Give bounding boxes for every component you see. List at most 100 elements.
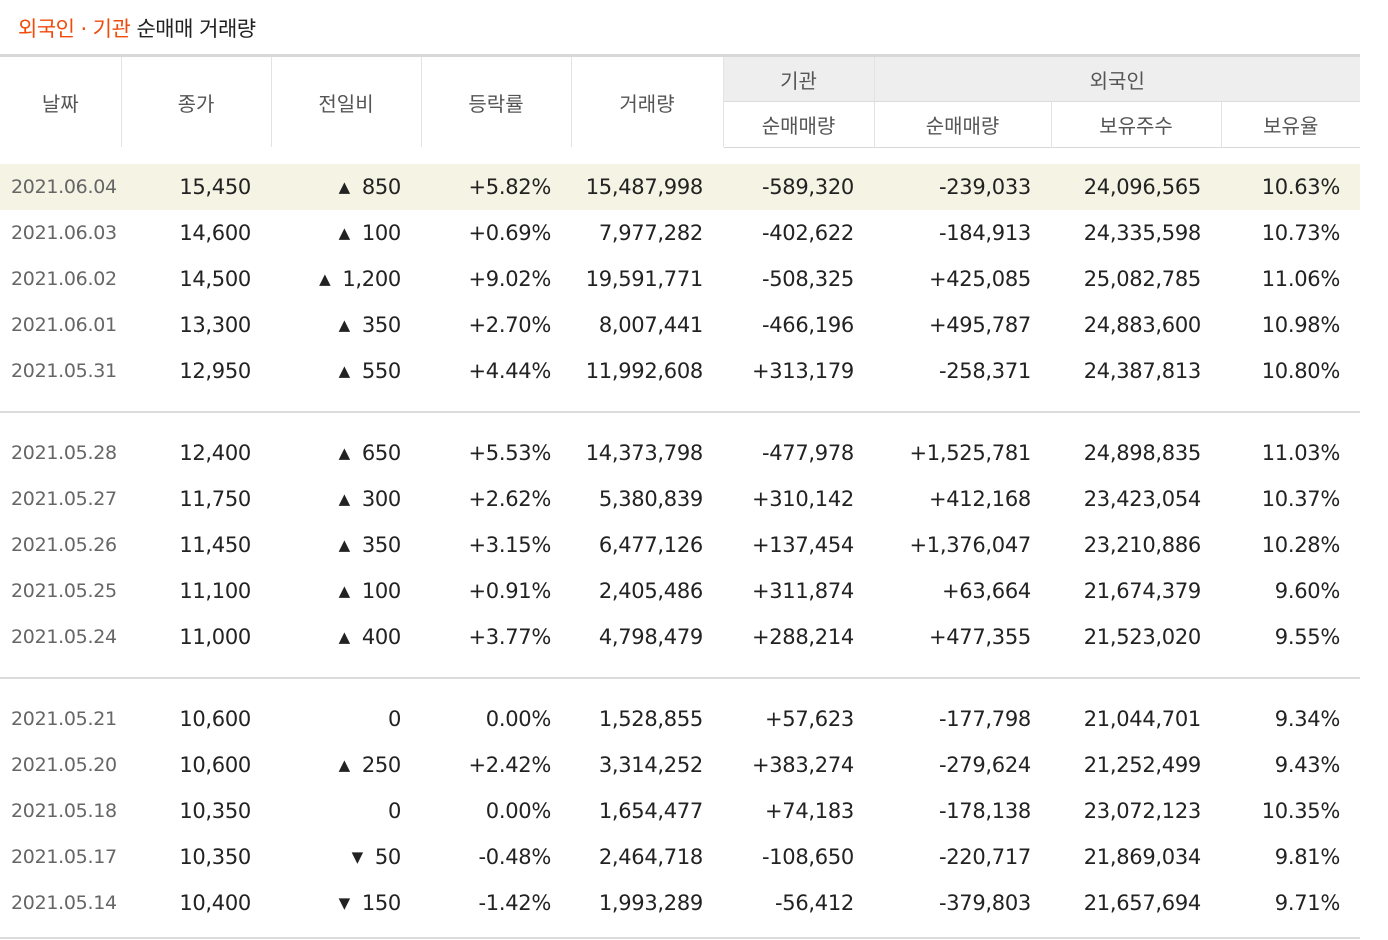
triangle-up-icon: ▲ xyxy=(319,269,331,288)
cell-foreign-ratio: 11.06% xyxy=(1261,266,1341,291)
cell-foreign-ratio: 10.73% xyxy=(1261,220,1341,245)
cell-foreign-shares: 23,210,886 xyxy=(1083,532,1202,557)
cell-date: 2021.05.24 xyxy=(11,625,117,648)
cell-institution-net: -466,196 xyxy=(761,312,854,337)
cell-date: 2021.06.03 xyxy=(11,221,117,244)
triangle-down-icon: ▼ xyxy=(351,847,364,866)
cell-institution-net: -477,978 xyxy=(761,440,854,465)
cell-foreign-shares: 24,387,813 xyxy=(1083,358,1202,383)
table-row: 2021.06.04 15,450 ▲ 850 +5.82% 15,487,998 -589… xyxy=(0,163,1361,210)
cell-institution-net: +310,142 xyxy=(751,486,854,511)
cell-change-value: 100 xyxy=(361,220,401,245)
header-foreign-shares: 보유주수 xyxy=(1051,101,1222,148)
cell-change: ▲ 300 xyxy=(271,476,421,522)
cell-rate: +5.82% xyxy=(421,163,571,210)
cell-change-value: 100 xyxy=(361,578,401,603)
header-foreign-net: 순매매량 xyxy=(874,101,1052,148)
cell-change: ▼ 50 xyxy=(271,834,421,880)
cell-rate: +4.44% xyxy=(468,358,551,383)
table-row: 2021.05.27 11,750 ▲ 300 +2.62% 5,380,839 +310,… xyxy=(0,476,1360,522)
triangle-up-icon: ▲ xyxy=(338,443,351,462)
cell-foreign-shares: 21,523,020 xyxy=(1083,624,1202,649)
cell-rate: +3.15% xyxy=(468,532,551,557)
cell-volume: 14,373,798 xyxy=(585,440,704,465)
cell-close: 13,300 xyxy=(179,312,251,337)
cell-foreign-ratio: 9.81% xyxy=(1274,844,1341,869)
cell-volume: 2,405,486 xyxy=(598,578,703,603)
cell-foreign-ratio: 10.98% xyxy=(1261,312,1341,337)
cell-close: 14,600 xyxy=(179,220,251,245)
page-title: 외국인 · 기관 순매매 거래량 xyxy=(18,14,256,44)
cell-close: 10,600 xyxy=(179,752,251,777)
cell-close: 10,350 xyxy=(179,798,251,823)
cell-change-value: 650 xyxy=(361,440,401,465)
cell-volume: 7,977,282 xyxy=(598,220,703,245)
cell-date: 2021.05.21 xyxy=(11,707,117,730)
cell-volume: 15,487,998 xyxy=(571,163,723,210)
cell-change: ▲ 250 xyxy=(271,742,421,788)
cell-foreign-net: +425,085 xyxy=(928,266,1031,291)
cell-foreign-ratio: 10.35% xyxy=(1261,798,1341,823)
triangle-up-icon: ▲ xyxy=(338,177,351,196)
triangle-up-icon: ▲ xyxy=(338,223,351,242)
triangle-up-icon: ▲ xyxy=(338,535,351,554)
cell-change: ▲ 350 xyxy=(271,522,421,568)
cell-close: 10,600 xyxy=(179,706,251,731)
cell-institution-net: -108,650 xyxy=(761,844,854,869)
cell-rate: -0.48% xyxy=(478,844,552,869)
cell-close: 12,400 xyxy=(179,440,251,465)
cell-change-value: 50 xyxy=(374,844,401,869)
cell-date: 2021.05.14 xyxy=(11,891,117,914)
spacer-cell xyxy=(0,412,1360,430)
cell-close: 10,350 xyxy=(179,844,251,869)
cell-foreign-net: +412,168 xyxy=(928,486,1031,511)
cell-change-value: 150 xyxy=(361,890,401,915)
cell-change: ▲ 1,200 xyxy=(271,256,421,302)
cell-change-value: 0 xyxy=(387,798,401,823)
cell-institution-net: +288,214 xyxy=(751,624,854,649)
cell-foreign-shares: 21,869,034 xyxy=(1083,844,1202,869)
cell-foreign-shares: 21,252,499 xyxy=(1083,752,1202,777)
cell-change-value: 350 xyxy=(361,312,401,337)
table-row: 2021.05.17 10,350 ▼ 50 -0.48% 2,464,718 -108,6… xyxy=(0,834,1360,880)
cell-foreign-shares: 24,335,598 xyxy=(1083,220,1202,245)
cell-foreign-net: -379,803 xyxy=(938,890,1031,915)
table-header: 날짜 종가 전일비 등락률 거래량 기관 외국인 순매매량 순매매량 보유주수 … xyxy=(0,55,1361,148)
cell-volume: 8,007,441 xyxy=(598,312,703,337)
cell-foreign-shares: 25,082,785 xyxy=(1083,266,1202,291)
header-date: 날짜 xyxy=(0,55,122,148)
cell-institution-net: -56,412 xyxy=(775,890,854,915)
triangle-up-icon: ▲ xyxy=(338,361,351,380)
cell-change: ▲ 400 xyxy=(271,614,421,660)
header-foreign-ratio: 보유율 xyxy=(1221,101,1361,148)
cell-foreign-ratio: 9.34% xyxy=(1274,706,1341,731)
cell-close: 11,750 xyxy=(179,486,251,511)
cell-volume: 5,380,839 xyxy=(598,486,703,511)
triangle-up-icon: ▲ xyxy=(338,315,351,334)
spacer-cell xyxy=(0,148,1360,164)
header-foreign-group: 외국인 xyxy=(874,55,1361,102)
cell-foreign-ratio: 9.60% xyxy=(1274,578,1341,603)
cell-volume: 4,798,479 xyxy=(598,624,703,649)
title-institution: 기관 xyxy=(92,17,131,41)
cell-rate: +0.91% xyxy=(468,578,551,603)
cell-foreign-net: +477,355 xyxy=(928,624,1031,649)
cell-foreign-ratio: 9.71% xyxy=(1274,890,1341,915)
cell-foreign-net: +63,664 xyxy=(942,578,1031,603)
cell-foreign-shares: 24,883,600 xyxy=(1083,312,1202,337)
cell-volume: 11,992,608 xyxy=(585,358,704,383)
trading-table: 날짜 종가 전일비 등락률 거래량 기관 외국인 순매매량 순매매량 보유주수 … xyxy=(0,54,1361,926)
row-spacer xyxy=(0,659,1361,679)
cell-volume: 1,993,289 xyxy=(598,890,703,915)
table-row: 2021.05.14 10,400 ▼ 150 -1.42% 1,993,289 -56,4… xyxy=(0,880,1360,926)
cell-foreign-ratio: 11.03% xyxy=(1261,440,1341,465)
cell-change: ▲ 100 xyxy=(271,210,421,256)
header-institution-group: 기관 xyxy=(723,55,875,102)
cell-institution-net: -402,622 xyxy=(761,220,854,245)
cell-date: 2021.05.31 xyxy=(11,359,117,382)
cell-volume: 6,477,126 xyxy=(598,532,703,557)
cell-foreign-ratio: 9.43% xyxy=(1274,752,1341,777)
cell-change: ▲ 550 xyxy=(271,348,421,394)
cell-change: 0 xyxy=(271,696,421,742)
table-row: 2021.06.02 14,500 ▲ 1,200 +9.02% 19,591,771 -5… xyxy=(0,256,1360,302)
